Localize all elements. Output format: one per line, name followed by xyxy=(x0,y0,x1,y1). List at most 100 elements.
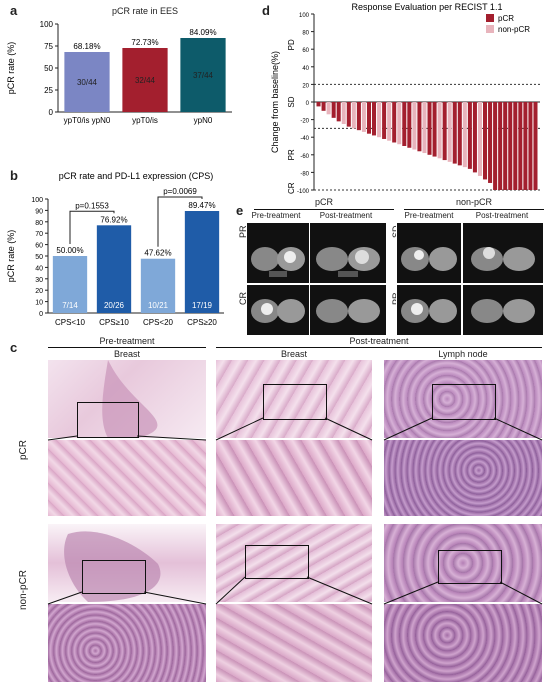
c-roi-6 xyxy=(438,550,502,584)
mri-pcr-pre-pr xyxy=(246,222,310,284)
a-ytick-label: 75 xyxy=(44,42,53,51)
c-post-header: Post-treatment xyxy=(349,336,409,346)
d-title: Response Evaluation per RECIST 1.1 xyxy=(352,2,503,12)
b-count-label: 10/21 xyxy=(148,301,169,310)
b-ytick-label: 40 xyxy=(35,265,43,272)
b-ytick-label: 50 xyxy=(35,254,43,261)
b-bracket xyxy=(157,196,203,247)
d-bar xyxy=(351,102,356,129)
d-ytick-label: -80 xyxy=(300,171,309,177)
c-roi-2 xyxy=(263,384,327,420)
e-post-2: Post-treatment xyxy=(475,211,529,220)
c-col-lymph: Lymph node xyxy=(438,349,488,359)
e-pre-1: Pre-treatment xyxy=(251,211,301,220)
b-title: pCR rate and PD-L1 expression (CPS) xyxy=(59,171,214,181)
he-pcr-post-breast-high xyxy=(216,440,372,516)
a-ytick-label: 50 xyxy=(44,64,53,73)
e-group-nonpcr: non-pCR xyxy=(455,197,493,207)
d-bar xyxy=(488,102,493,183)
e-group-pcr: pCR xyxy=(314,197,333,207)
a-value-label: 84.09% xyxy=(189,28,216,37)
d-bar xyxy=(366,102,371,134)
d-ytick-label: -60 xyxy=(300,154,309,160)
b-bar xyxy=(140,258,176,313)
b-count-label: 7/14 xyxy=(62,301,78,310)
b-xtick-label: CPS<10 xyxy=(55,318,86,327)
d-bar xyxy=(321,102,326,111)
panel-e-letter: e xyxy=(236,203,244,218)
d-ytick-label: 0 xyxy=(306,101,310,107)
d-ytick-label: 40 xyxy=(302,66,309,72)
chart-b: pCR rate and PD-L1 expression (CPS) pCR r… xyxy=(6,171,224,327)
d-ytick-label: 20 xyxy=(302,83,309,89)
b-count-label: 20/26 xyxy=(104,301,125,310)
panel-c-letter: c xyxy=(10,340,18,355)
d-bar xyxy=(382,102,387,139)
c-roi-5 xyxy=(245,545,309,579)
d-legend-swatch xyxy=(486,25,494,33)
a-ytick-label: 25 xyxy=(44,86,53,95)
mri-nonpcr-post-pr xyxy=(462,284,544,336)
b-value-label: 76.92% xyxy=(100,215,127,224)
c-pre-header: Pre-treatment xyxy=(99,336,155,346)
d-bar xyxy=(533,102,538,190)
b-bar xyxy=(184,211,220,313)
a-value-label: 68.18% xyxy=(73,42,100,51)
a-bar xyxy=(64,52,110,112)
c-roi-3 xyxy=(432,384,496,420)
d-bar xyxy=(523,102,528,190)
b-ytick-label: 20 xyxy=(35,288,43,295)
d-bar xyxy=(457,102,462,166)
mri-pcr-pre-cr xyxy=(246,284,310,336)
b-ylabel: pCR rate (%) xyxy=(6,230,16,283)
a-ylabel: pCR rate (%) xyxy=(6,42,16,95)
d-zone-label: CR xyxy=(287,182,296,194)
d-bar xyxy=(452,102,457,164)
b-ytick-label: 0 xyxy=(39,311,43,318)
d-bar xyxy=(467,102,472,169)
d-ytick-label: 80 xyxy=(302,31,309,37)
b-ytick-label: 80 xyxy=(35,220,43,227)
he-nonpcr-post-lymph-high xyxy=(384,604,542,682)
d-bar xyxy=(402,102,407,146)
d-bar xyxy=(472,102,477,173)
b-count-label: 17/19 xyxy=(192,301,213,310)
a-bar xyxy=(180,38,226,112)
a-xtick-label: ypT0/is xyxy=(132,116,158,125)
b-value-label: 47.62% xyxy=(144,249,171,258)
a-count-label: 32/44 xyxy=(135,76,156,85)
mri-nonpcr-pre-pr xyxy=(396,284,462,336)
d-bar xyxy=(442,102,447,161)
c-row-nonpcr: non-pCR xyxy=(18,569,29,610)
b-pvalue: p=0.1553 xyxy=(75,201,109,210)
d-bar xyxy=(432,102,437,157)
a-xtick-label: ypN0 xyxy=(194,116,213,125)
b-xtick-label: CPS≥10 xyxy=(99,318,129,327)
d-bar xyxy=(422,102,427,154)
d-zone-label: PR xyxy=(287,149,296,160)
a-count-label: 37/44 xyxy=(193,71,214,80)
d-legend-swatch xyxy=(486,14,494,22)
d-ytick-label: 60 xyxy=(302,48,309,54)
d-ytick-label: -40 xyxy=(300,136,309,142)
d-bar xyxy=(346,102,351,127)
d-bar xyxy=(361,102,366,132)
d-bar xyxy=(326,102,331,115)
c-row-pcr: pCR xyxy=(18,439,29,460)
d-bar xyxy=(387,102,392,141)
panel-a-letter: a xyxy=(10,3,18,18)
a-value-label: 72.73% xyxy=(131,38,158,47)
c-roi-1 xyxy=(77,402,139,438)
d-bar xyxy=(316,102,321,107)
b-bracket xyxy=(69,210,115,244)
b-xtick-label: CPS≥20 xyxy=(187,318,217,327)
b-ytick-label: 90 xyxy=(35,208,43,215)
d-bar xyxy=(483,102,488,180)
b-value-label: 89.47% xyxy=(188,201,215,210)
chart-d: Response Evaluation per RECIST 1.1 Change… xyxy=(270,2,540,195)
b-bar xyxy=(52,256,88,313)
c-col-breast2: Breast xyxy=(280,349,307,359)
d-bar xyxy=(427,102,432,155)
he-pcr-pre-high xyxy=(48,440,206,516)
b-pvalue: p=0.0069 xyxy=(163,187,197,196)
